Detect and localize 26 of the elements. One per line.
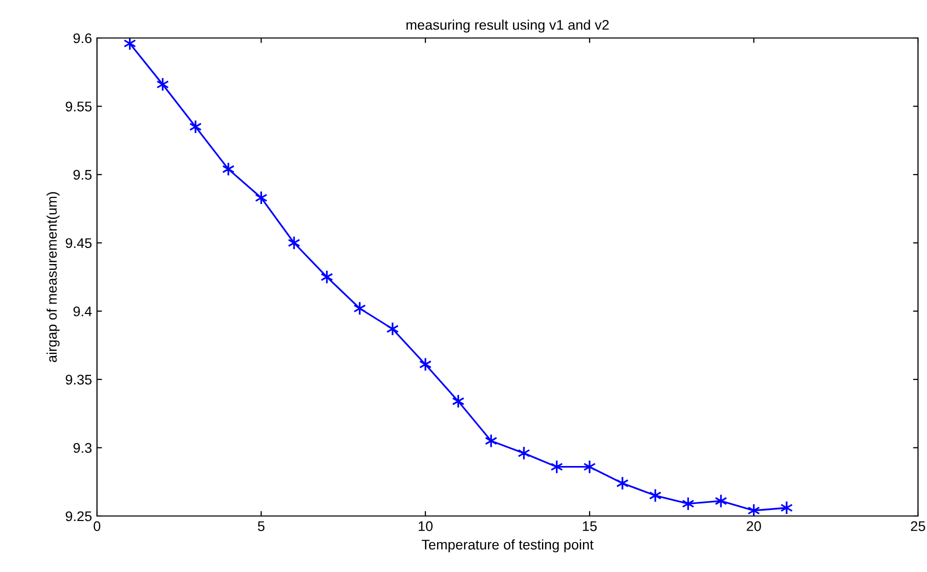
- x-tick-label: 15: [582, 521, 597, 532]
- x-tick-label: 25: [910, 521, 926, 532]
- chart-title: measuring result using v1 and v2: [406, 20, 609, 33]
- point: [484, 434, 498, 448]
- point: [189, 120, 202, 134]
- y-tick-label: 9.35: [66, 374, 92, 385]
- x-tick-label: 0: [94, 521, 100, 532]
- point: [748, 503, 760, 516]
- y-tick-label: 9.3: [73, 443, 92, 453]
- x-tick-label: 5: [258, 521, 264, 532]
- point: [616, 476, 629, 490]
- y-tick-label: 9.55: [66, 102, 92, 112]
- y-tick-label: 9.25: [66, 511, 92, 522]
- point: [386, 322, 399, 336]
- x-tick-label: 20: [746, 521, 761, 532]
- point: [288, 236, 300, 250]
- y-tick-label: 9.5: [73, 170, 92, 180]
- y-tick-label: 9.4: [73, 306, 92, 316]
- point: [518, 446, 530, 460]
- y-axis-title: airgap of measurement(um): [46, 192, 60, 362]
- y-tick-label: 9.6: [73, 33, 92, 44]
- point: [714, 494, 728, 508]
- y-tick-label: 9.45: [66, 238, 92, 248]
- x-axis-title: Temperature of testing point: [422, 539, 594, 552]
- x-tick-label: 10: [418, 521, 433, 532]
- point: [124, 38, 136, 51]
